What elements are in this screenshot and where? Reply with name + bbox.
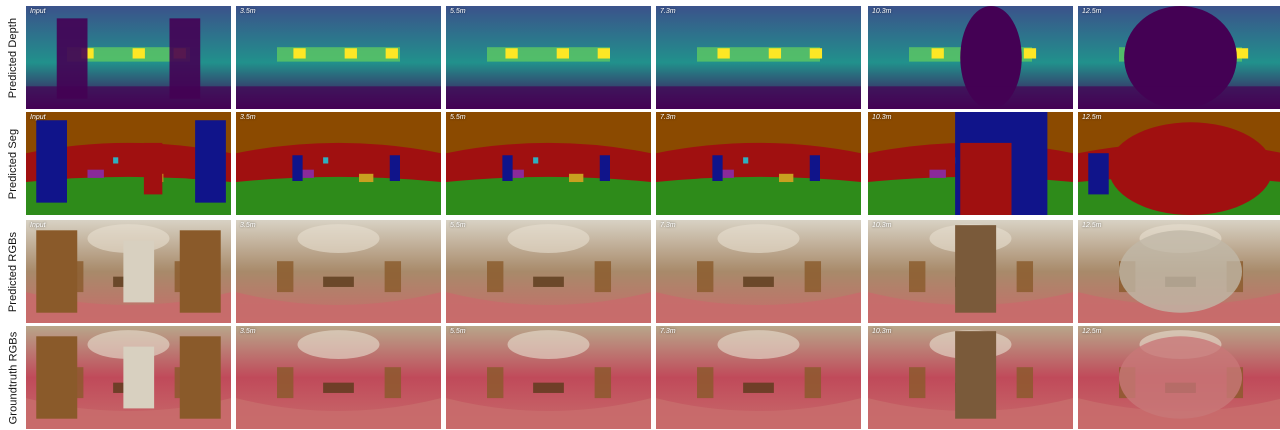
panorama-seg-3: 7.3m: [656, 112, 861, 215]
distance-tag: 5.5m: [450, 114, 466, 121]
panorama-rgb-2: 5.5m: [446, 220, 651, 323]
distance-tag: Input: [30, 222, 46, 229]
panorama-seg-0: Input: [26, 112, 231, 215]
panorama-image: [26, 112, 231, 215]
panorama-gt-1: 3.5m: [236, 326, 441, 429]
panorama-image: [26, 326, 231, 429]
panorama-rgb-4: 10.3m: [868, 220, 1073, 323]
distance-tag: 7.3m: [660, 328, 676, 335]
panorama-depth-4: 10.3m: [868, 6, 1073, 109]
distance-tag: 7.3m: [660, 114, 676, 121]
row-label-text: Predicted Seg: [7, 128, 19, 199]
panorama-image: [236, 6, 441, 109]
panorama-image: [1078, 326, 1280, 429]
distance-tag: Input: [30, 114, 46, 121]
distance-tag: 12.5m: [1082, 328, 1102, 335]
panorama-seg-4: 10.3m: [868, 112, 1073, 215]
row-label-text: Groundtruth RGBs: [7, 331, 20, 424]
panorama-image: [446, 220, 651, 323]
panorama-image: [1078, 6, 1280, 109]
row-label-depth: Predicted Depth: [0, 6, 26, 109]
panorama-image: [656, 220, 861, 323]
panorama-rgb-1: 3.5m: [236, 220, 441, 323]
panorama-image: [236, 112, 441, 215]
panorama-image: [1078, 220, 1280, 323]
distance-tag: 3.5m: [240, 328, 256, 335]
distance-tag: 5.5m: [450, 328, 466, 335]
panorama-image: [236, 220, 441, 323]
panorama-gt-2: 5.5m: [446, 326, 651, 429]
distance-tag: 12.5m: [1082, 8, 1102, 15]
panorama-gt-3: 7.3m: [656, 326, 861, 429]
row-label-seg: Predicted Seg: [0, 112, 26, 215]
distance-tag: 10.3m: [872, 114, 892, 121]
distance-tag: 10.3m: [872, 8, 892, 15]
panorama-image: [868, 326, 1073, 429]
distance-tag: 10.3m: [872, 328, 892, 335]
distance-tag: 7.3m: [660, 8, 676, 15]
panorama-gt-5: 12.5m: [1078, 326, 1280, 429]
panorama-rgb-5: 12.5m: [1078, 220, 1280, 323]
panorama-image: [446, 112, 651, 215]
distance-tag: 5.5m: [450, 8, 466, 15]
row-label-rgb: Predicted RGBs: [0, 220, 26, 323]
panorama-image: [656, 326, 861, 429]
distance-tag: 12.5m: [1082, 114, 1102, 121]
distance-tag: 3.5m: [240, 222, 256, 229]
panorama-image: [656, 6, 861, 109]
panorama-rgb-0: Input: [26, 220, 231, 323]
panorama-image: [26, 6, 231, 109]
panorama-seg-1: 3.5m: [236, 112, 441, 215]
panorama-gt-0: [26, 326, 231, 429]
panorama-image: [656, 112, 861, 215]
panorama-image: [446, 326, 651, 429]
panorama-depth-1: 3.5m: [236, 6, 441, 109]
panorama-image: [236, 326, 441, 429]
distance-tag: 12.5m: [1082, 222, 1102, 229]
distance-tag: 10.3m: [872, 222, 892, 229]
distance-tag: Input: [30, 8, 46, 15]
row-label-text: Predicted Depth: [7, 17, 20, 98]
panorama-gt-4: 10.3m: [868, 326, 1073, 429]
panorama-image: [868, 112, 1073, 215]
row-label-gt: Groundtruth RGBs: [0, 326, 26, 429]
panorama-depth-5: 12.5m: [1078, 6, 1280, 109]
row-label-text: Predicted RGBs: [7, 231, 20, 312]
distance-tag: 3.5m: [240, 8, 256, 15]
panorama-depth-3: 7.3m: [656, 6, 861, 109]
panorama-depth-2: 5.5m: [446, 6, 651, 109]
panorama-image: [1078, 112, 1280, 215]
panorama-rgb-3: 7.3m: [656, 220, 861, 323]
panorama-image: [446, 6, 651, 109]
panorama-image: [868, 220, 1073, 323]
distance-tag: 5.5m: [450, 222, 466, 229]
panorama-image: [868, 6, 1073, 109]
distance-tag: 3.5m: [240, 114, 256, 121]
panorama-depth-0: Input: [26, 6, 231, 109]
panorama-seg-5: 12.5m: [1078, 112, 1280, 215]
distance-tag: 7.3m: [660, 222, 676, 229]
panorama-seg-2: 5.5m: [446, 112, 651, 215]
panorama-image: [26, 220, 231, 323]
